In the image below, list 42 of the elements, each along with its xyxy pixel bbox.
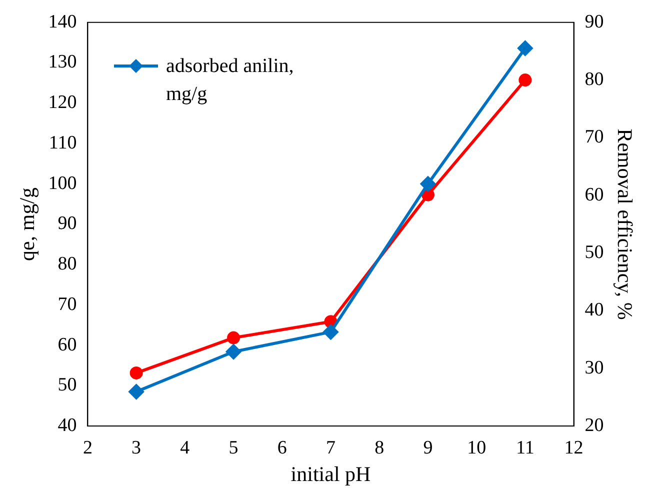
point [518,74,532,87]
y-tick-label: 130 [48,52,77,73]
point [227,331,240,344]
x-tick-label: 2 [82,437,92,458]
y-tick-label: 140 [48,11,77,32]
y-tick-label: 120 [48,92,77,114]
y2-tick-label: 50 [584,242,604,264]
y-tick-label: 80 [58,254,77,275]
y-tick-label: 40 [58,414,77,436]
y2-axis-title: Removal efficiency, % [612,128,637,320]
point [128,384,144,400]
y-tick-label: 90 [58,213,77,234]
y-tick-label: 110 [48,132,77,154]
x-tick-label: 12 [564,437,584,458]
y2-tick-label: 90 [584,11,604,32]
x-tick-label: 3 [132,437,142,458]
x-tick-label: 7 [326,437,336,458]
y2-tick-label: 60 [584,184,604,206]
x-tick-label: 10 [467,437,486,458]
y-axis-title: qe, mg/g [15,186,40,261]
legend-label: adsorbed anilin, mg/g [166,54,295,107]
x-tick-label: 8 [374,437,384,458]
y2-tick-label: 70 [584,126,604,148]
y2-tick-label: 80 [584,69,604,90]
y2-tick-label: 30 [584,357,604,378]
y-tick-label: 70 [58,294,77,315]
x-tick-label: 5 [228,437,238,458]
y2-tick-label: 40 [584,300,604,321]
x-tick-label: 4 [180,437,190,458]
point [130,366,143,380]
point [518,40,533,56]
x-tick-label: 9 [423,437,433,458]
y-tick-label: 50 [58,374,77,396]
x-tick-label: 6 [277,437,287,458]
x-tick-label: 11 [516,437,534,458]
y-tick-label: 60 [58,334,77,356]
point [323,324,338,340]
y2-tick-label: 20 [584,414,604,436]
x-axis-title: initial pH [290,462,371,486]
point [226,344,242,360]
y-tick-label: 100 [48,172,77,194]
point [420,176,436,192]
